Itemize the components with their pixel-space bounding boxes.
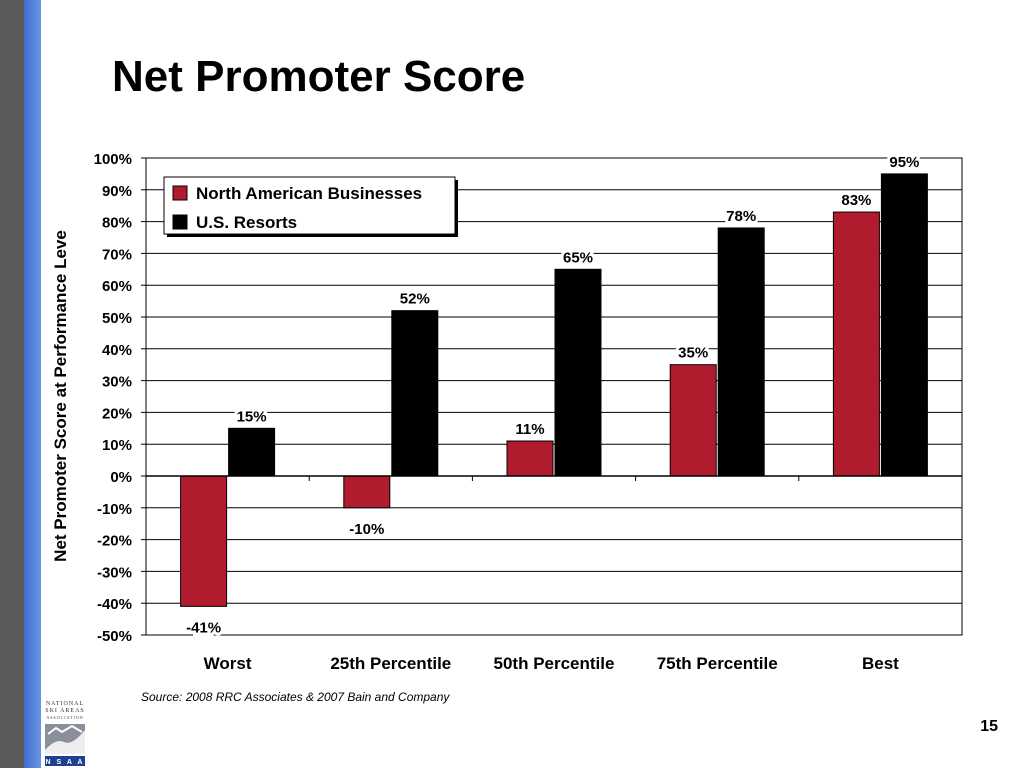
data-label: -10%: [349, 521, 384, 538]
sidebar-blue-stripe: [24, 0, 41, 768]
y-tick-label: -50%: [97, 628, 132, 645]
x-category-label: 75th Percentile: [657, 654, 778, 673]
legend: [163, 176, 456, 235]
data-label: 65%: [563, 249, 593, 266]
svg-text:NATIONAL: NATIONAL: [46, 701, 84, 707]
y-tick-label: 20%: [102, 405, 132, 422]
legend-label: U.S. Resorts: [196, 213, 297, 232]
y-axis-title: Net Promoter Score at Performance Leve: [51, 230, 70, 562]
y-tick-label: -40%: [97, 596, 132, 613]
y-tick-label: 0%: [110, 469, 132, 486]
bar-us-resorts: [228, 427, 276, 477]
data-label: 35%: [678, 345, 708, 362]
bar-north-american: [669, 364, 717, 477]
x-category-label: Best: [862, 654, 899, 673]
y-tick-label: 70%: [102, 246, 132, 263]
x-category-label: Worst: [204, 654, 252, 673]
bar-north-american: [343, 475, 391, 509]
y-tick-label: 60%: [102, 278, 132, 295]
svg-text:N S A A: N S A A: [46, 759, 85, 766]
data-label: 52%: [400, 291, 430, 308]
source-note: Source: 2008 RRC Associates & 2007 Bain …: [141, 690, 450, 704]
y-tick-label: -10%: [97, 501, 132, 518]
data-label: 95%: [889, 154, 919, 171]
bar-us-resorts: [554, 268, 602, 477]
x-category-label: 25th Percentile: [330, 654, 451, 673]
bar-us-resorts: [717, 227, 765, 477]
data-label: 11%: [515, 421, 544, 438]
legend-swatch: [172, 214, 188, 230]
bar-north-american: [506, 440, 554, 477]
y-tick-label: -20%: [97, 533, 132, 550]
y-tick-label: -30%: [97, 564, 132, 581]
bar-us-resorts: [391, 310, 439, 477]
y-tick-label: 80%: [102, 215, 132, 232]
bar-us-resorts: [880, 173, 928, 477]
data-label: 83%: [841, 192, 871, 209]
bar-chart: 100% 90% 80% 70% 60% 50% 40% 30% 20% 10% 0% -10% -20…: [51, 151, 963, 673]
data-label: 15%: [237, 408, 267, 425]
svg-text:ASSOCIATION: ASSOCIATION: [46, 715, 83, 720]
nsaa-logo: NATIONAL SKI AREAS ASSOCIATION N S A A: [45, 701, 85, 766]
slide-title: Net Promoter Score: [112, 52, 526, 101]
legend-swatch: [172, 185, 188, 201]
bar-north-american: [180, 475, 228, 607]
svg-text:SKI AREAS: SKI AREAS: [45, 708, 85, 714]
y-tick-label: 100%: [94, 151, 132, 168]
x-category-label: 50th Percentile: [494, 654, 615, 673]
page-number: 15: [980, 718, 998, 735]
y-tick-label: 10%: [102, 437, 132, 454]
data-label: -41%: [186, 619, 221, 636]
y-tick-label: 40%: [102, 342, 132, 359]
sidebar-gray-stripe: [0, 0, 24, 768]
legend-label: North American Businesses: [196, 184, 422, 203]
bar-north-american: [832, 211, 880, 477]
y-tick-label: 30%: [102, 374, 132, 391]
data-label: 78%: [726, 208, 756, 225]
plot-area: [145, 157, 963, 636]
y-tick-label: 90%: [102, 183, 132, 200]
y-tick-label: 50%: [102, 310, 132, 327]
